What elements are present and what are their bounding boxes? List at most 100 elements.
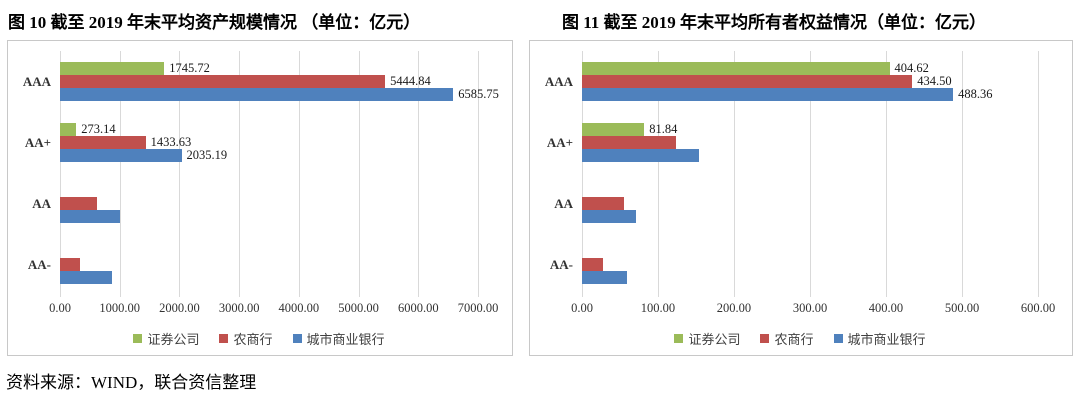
- bar: [582, 123, 645, 136]
- x-axis-tick: 0.00: [571, 301, 593, 315]
- bar-line: 2035.19: [60, 149, 478, 162]
- category-label: AA-: [27, 256, 51, 272]
- category-label: AAA: [544, 73, 573, 89]
- bar-line: 6585.75: [60, 88, 499, 101]
- bar-line: [60, 197, 478, 210]
- category-row: [60, 234, 478, 295]
- x-axis-tick: 4000.00: [278, 301, 320, 315]
- y-axis-labels: AAA AA+ AA AA-: [14, 51, 60, 297]
- legend-label: 证券公司: [147, 331, 200, 347]
- category-row: 81.84: [582, 112, 1038, 173]
- category-label: AA: [554, 195, 573, 211]
- bar: [60, 88, 454, 101]
- bar: [582, 136, 677, 149]
- legend-label: 城市商业银行: [847, 331, 926, 347]
- legend-item: 农商行: [219, 329, 273, 348]
- x-axis-tick: 2000.00: [159, 301, 200, 315]
- bar: [582, 75, 913, 88]
- legend-swatch: [219, 333, 229, 343]
- bar: [582, 271, 627, 284]
- bar-value-label: 1433.63: [150, 135, 192, 149]
- gridline: [810, 51, 811, 297]
- bar-line: 273.14: [60, 123, 478, 136]
- bar-line: [60, 245, 478, 258]
- legend-swatch: [674, 333, 684, 343]
- bar-value-label: 81.84: [649, 122, 678, 136]
- x-axis-tick: 0.00: [49, 301, 71, 315]
- bar-value-label: 5444.84: [390, 74, 431, 88]
- bar: [60, 149, 182, 162]
- bars-area: 404.62 434.50 488.36 81.84: [582, 51, 1039, 297]
- x-axis-tick: 6000.00: [397, 301, 439, 315]
- bar-line: [582, 271, 1038, 284]
- gridline: [358, 51, 360, 297]
- gridline: [298, 51, 300, 297]
- legend-label: 农商行: [233, 331, 273, 347]
- bar-line: [582, 136, 1038, 149]
- gridline: [582, 51, 583, 297]
- plot-area: AAA AA+ AA AA- 1745.72 5444.84 6585.75 273.14 14…: [14, 51, 504, 297]
- chart-fig11-avg-equity: AAA AA+ AA AA- 404.62 434.50 488.36 81.84 0.00 10…: [529, 40, 1073, 356]
- bar-value-label: 488.36: [958, 87, 993, 101]
- gridline: [119, 51, 121, 297]
- x-axis: 0.00 100.00 200.00 300.00 400.00 500.00 600.00: [571, 297, 1055, 321]
- x-axis-tick: 3000.00: [218, 301, 260, 315]
- x-axis-tick: 300.00: [792, 301, 828, 315]
- bar-line: [582, 197, 1038, 210]
- category-label: AA+: [546, 134, 573, 150]
- category-row: [582, 234, 1038, 295]
- bar: [582, 149, 700, 162]
- bar-value-label: 273.14: [81, 122, 116, 136]
- bar: [60, 62, 165, 75]
- bar-line: [60, 258, 478, 271]
- x-axis-tick: 600.00: [1020, 301, 1056, 315]
- chart-fig10-avg-assets: AAA AA+ AA AA- 1745.72 5444.84 6585.75 273.14 14…: [7, 40, 513, 356]
- legend-swatch: [133, 333, 143, 343]
- bar: [582, 88, 954, 101]
- legend-item: 农商行: [760, 329, 814, 348]
- legend-item: 城市商业银行: [292, 329, 385, 348]
- gridline: [60, 51, 61, 297]
- gridline: [885, 51, 887, 297]
- bar-value-label: 6585.75: [458, 87, 499, 101]
- category-row: [582, 173, 1038, 234]
- x-axis: 0.00 1000.00 2000.00 3000.00 4000.00 5000.00 6…: [49, 297, 498, 321]
- gridline: [239, 51, 241, 297]
- bar-line: 5444.84: [60, 75, 478, 88]
- bar: [60, 258, 80, 271]
- legend-item: 证券公司: [674, 329, 740, 348]
- bars-area: 1745.72 5444.84 6585.75 273.14 1433.63 2035.1…: [60, 51, 499, 297]
- bar: [60, 123, 77, 136]
- legend-label: 城市商业银行: [306, 331, 385, 347]
- legend-item: 证券公司: [133, 329, 199, 348]
- bar: [60, 75, 386, 88]
- bar-line: [582, 184, 1038, 197]
- bar: [582, 197, 624, 210]
- legend-item: 城市商业银行: [833, 329, 926, 348]
- bar-line: [582, 210, 1038, 223]
- bar: [582, 210, 636, 223]
- legend-swatch: [833, 333, 843, 343]
- bar: [60, 136, 146, 149]
- chart-title-fig11: 图 11 截至 2019 年末平均所有者权益情况（单位：亿元）: [562, 12, 987, 32]
- y-axis-labels: AAA AA+ AA AA-: [536, 51, 582, 297]
- category-row: 1745.72 5444.84 6585.75: [60, 51, 499, 112]
- bar: [582, 258, 604, 271]
- legend-label: 证券公司: [688, 331, 741, 347]
- x-axis-tick: 500.00: [944, 301, 980, 315]
- category-label: AA+: [24, 134, 51, 150]
- legend-swatch: [760, 333, 770, 343]
- x-axis-tick: 400.00: [868, 301, 904, 315]
- gridline: [478, 51, 479, 297]
- source-note: 资料来源：WIND，联合资信整理: [6, 373, 257, 392]
- category-label: AA-: [549, 256, 573, 272]
- bar-line: [60, 184, 478, 197]
- x-axis-tick: 7000.00: [457, 301, 499, 315]
- category-row: 404.62 434.50 488.36: [582, 51, 1038, 112]
- category-label: AAA: [22, 73, 51, 89]
- bar-value-label: 404.62: [894, 61, 929, 75]
- gridline: [179, 51, 181, 297]
- plot-area: AAA AA+ AA AA- 404.62 434.50 488.36 81.84: [536, 51, 1064, 297]
- bar-line: 404.62: [582, 62, 1038, 75]
